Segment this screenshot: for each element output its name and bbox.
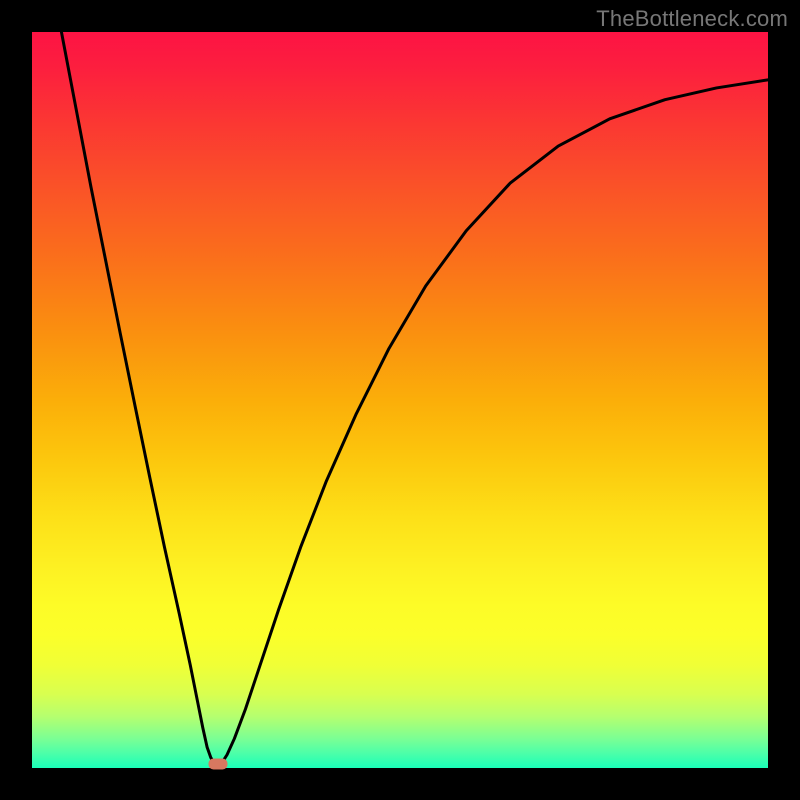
minimum-marker: [209, 758, 228, 769]
background-gradient: [32, 32, 768, 768]
watermark-text: TheBottleneck.com: [596, 6, 788, 32]
plot-area: [32, 32, 768, 768]
